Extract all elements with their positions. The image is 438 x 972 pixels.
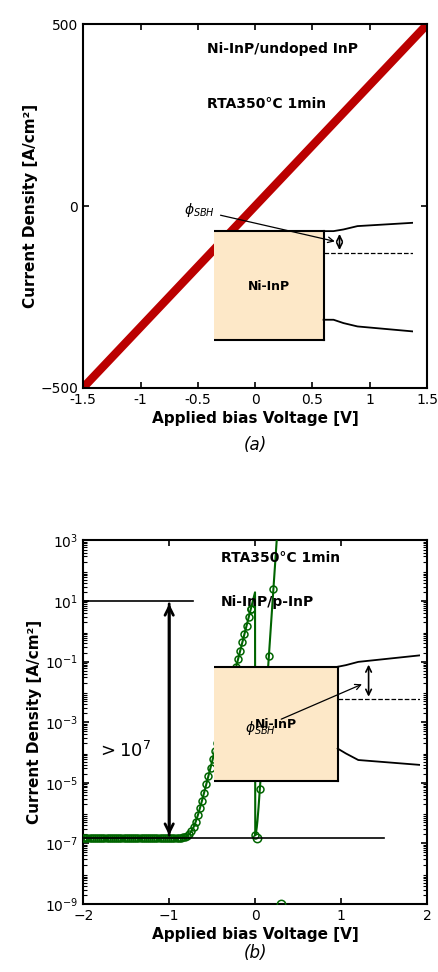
Text: Ni-InP/undoped InP: Ni-InP/undoped InP xyxy=(207,43,358,56)
X-axis label: Applied bias Voltage [V]: Applied bias Voltage [V] xyxy=(152,411,359,426)
Text: Ni-InP/p-InP: Ni-InP/p-InP xyxy=(221,595,314,609)
Y-axis label: Current Density [A/cm²]: Current Density [A/cm²] xyxy=(27,620,42,824)
Text: $>10^7$: $>10^7$ xyxy=(97,742,151,761)
X-axis label: Applied bias Voltage [V]: Applied bias Voltage [V] xyxy=(152,927,359,942)
Text: (a): (a) xyxy=(244,435,267,454)
Text: RTA350°C 1min: RTA350°C 1min xyxy=(221,551,340,566)
Text: RTA350°C 1min: RTA350°C 1min xyxy=(207,97,326,111)
Text: (b): (b) xyxy=(244,945,267,962)
Y-axis label: Current Density [A/cm²]: Current Density [A/cm²] xyxy=(23,104,38,308)
